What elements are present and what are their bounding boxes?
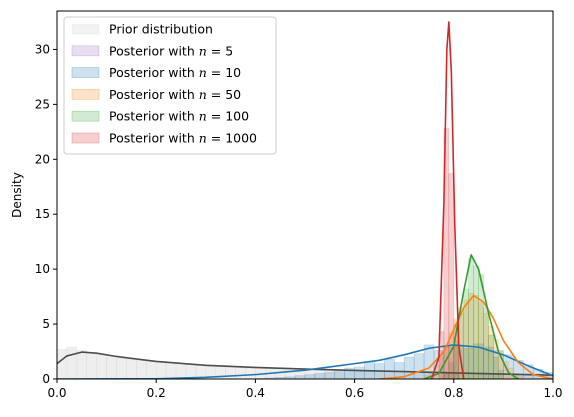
legend-swatch: [71, 110, 100, 122]
hist-bar: [473, 265, 479, 379]
legend-label: Prior distribution: [109, 22, 213, 37]
hist-bar: [185, 364, 197, 379]
kde-line-4: [423, 254, 520, 379]
x-tick-label: 0.8: [444, 386, 463, 400]
hist-bar: [468, 257, 474, 379]
hist-bar: [165, 362, 177, 379]
hist-bar: [463, 347, 474, 379]
hist-bar: [463, 299, 469, 379]
hist-bar: [498, 351, 504, 379]
hist-bar: [116, 357, 127, 379]
x-tick-label: 1.0: [543, 386, 562, 400]
x-tick-label: 0.4: [246, 386, 265, 400]
hist-bar: [503, 361, 509, 379]
x-tick-label: 0.6: [345, 386, 364, 400]
hist-bar: [314, 373, 326, 379]
y-tick-label: 0: [42, 372, 50, 386]
y-axis-label: Density: [10, 172, 24, 218]
x-tick-label: 0.0: [47, 386, 66, 400]
kde-line-3: [378, 294, 553, 379]
hist-bar: [106, 355, 117, 379]
legend-swatch: [71, 89, 100, 100]
axes-frame: [56, 10, 554, 380]
hist-bar: [384, 358, 395, 379]
hist-bar: [304, 374, 316, 379]
x-tick-label: 0.2: [147, 386, 166, 400]
hist-bar: [513, 360, 524, 379]
y-tick-label: 20: [35, 152, 50, 166]
hist-bar: [443, 128, 450, 379]
hist-bar: [86, 352, 97, 379]
y-tick-label: 15: [35, 207, 50, 221]
y-tick-label: 10: [35, 262, 50, 276]
kde-line-5: [430, 21, 465, 379]
hist-bar: [354, 366, 365, 379]
hist-bar: [225, 366, 236, 379]
kde-line-0: [57, 351, 553, 376]
hist-bar: [334, 369, 345, 379]
y-tick-label: 5: [42, 317, 50, 331]
y-tick-label: 30: [35, 42, 50, 56]
hist-bar: [136, 360, 147, 379]
hist-bar: [155, 362, 167, 379]
legend-swatch: [71, 132, 100, 144]
hist-bar: [493, 356, 499, 379]
hist-bar: [175, 363, 187, 379]
legend-label: Posterior with n = 100: [109, 109, 249, 124]
hist-bar: [235, 367, 246, 379]
legend-label: Posterior with n = 5: [109, 43, 233, 58]
legend-label: Posterior with n = 1000: [109, 131, 257, 146]
hist-bar: [448, 362, 455, 379]
hist-bar: [76, 350, 88, 379]
hist-bar: [245, 367, 256, 379]
hist-bar: [483, 307, 489, 379]
hist-bar: [463, 288, 469, 379]
hist-bar: [488, 334, 494, 379]
legend-swatch: [71, 67, 100, 78]
y-tick-label: 25: [35, 97, 50, 111]
legend-swatch: [71, 45, 100, 57]
legend-label: Posterior with n = 10: [109, 65, 241, 80]
hist-bar: [145, 361, 157, 379]
kde-line-2: [57, 344, 553, 379]
hist-bar: [413, 353, 425, 379]
hist-bar: [324, 372, 336, 379]
hist-bar: [96, 354, 107, 379]
hist-bar: [448, 173, 455, 379]
legend-label: Posterior with n = 50: [109, 87, 241, 102]
hist-bar: [126, 358, 137, 379]
hist-bar: [66, 346, 78, 379]
legend-swatch: [71, 23, 100, 35]
hist-bar: [57, 349, 68, 379]
hist-bar: [478, 301, 484, 379]
legend-box: [63, 16, 277, 155]
hist-bar: [453, 340, 460, 379]
